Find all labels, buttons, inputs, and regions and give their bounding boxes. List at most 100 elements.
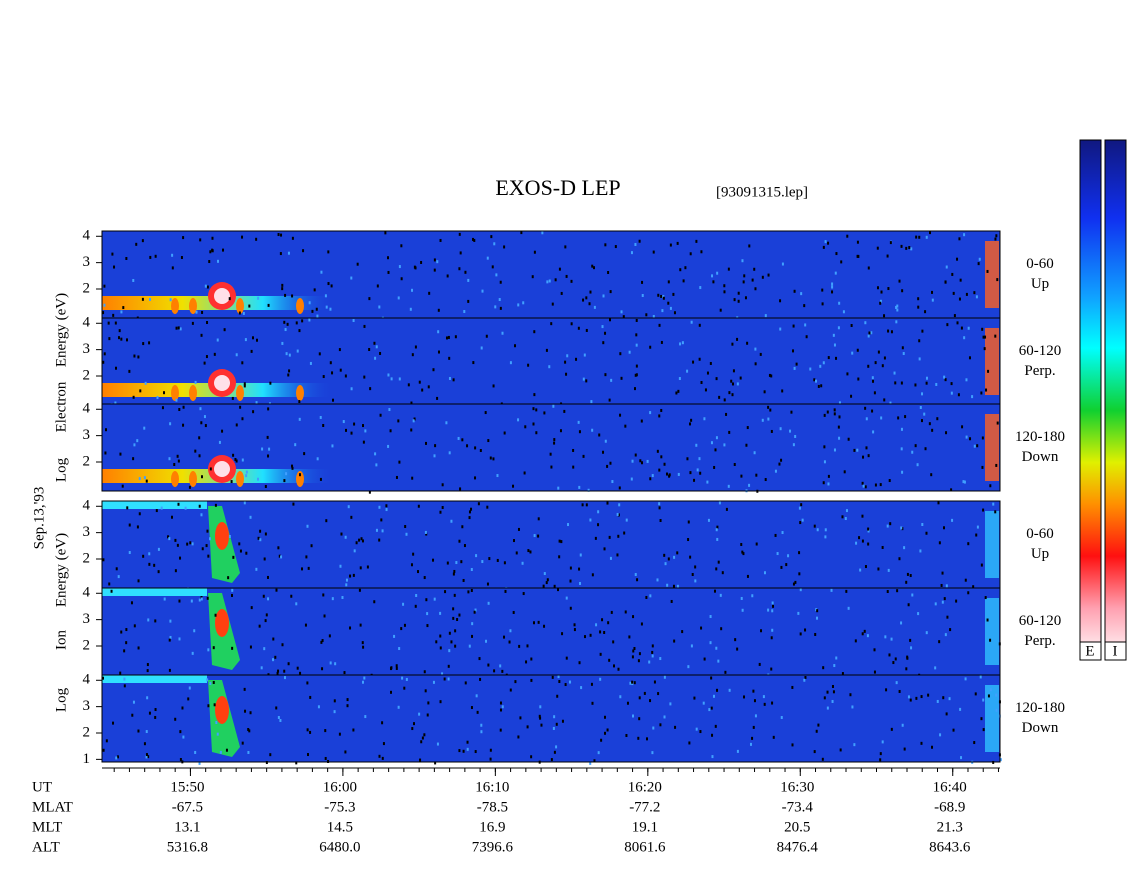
noise xyxy=(873,648,876,652)
noise xyxy=(142,554,145,558)
y-tick-label: 4 xyxy=(83,672,91,688)
noise xyxy=(397,419,400,423)
noise xyxy=(838,415,841,419)
noise xyxy=(850,394,853,398)
noise xyxy=(470,706,473,710)
noise xyxy=(617,667,620,671)
noise xyxy=(319,477,322,481)
noise xyxy=(375,463,378,467)
noise xyxy=(928,422,931,426)
noise xyxy=(989,484,992,488)
noise xyxy=(785,563,788,567)
y-tick-label: 3 xyxy=(83,611,91,627)
noise xyxy=(719,308,722,312)
feature xyxy=(236,471,244,487)
noise xyxy=(353,422,356,426)
noise xyxy=(989,638,992,642)
noise xyxy=(579,553,582,557)
noise xyxy=(112,313,115,317)
noise xyxy=(148,341,151,345)
noise xyxy=(956,257,959,261)
noise xyxy=(327,759,330,763)
noise xyxy=(597,510,600,514)
noise xyxy=(867,529,870,533)
noise xyxy=(753,451,756,455)
noise xyxy=(387,373,390,377)
noise xyxy=(761,418,764,422)
noise xyxy=(976,525,979,529)
noise xyxy=(834,271,837,275)
noise xyxy=(410,563,413,567)
noise xyxy=(689,471,692,475)
noise xyxy=(277,669,280,673)
noise xyxy=(708,708,711,712)
noise xyxy=(448,631,451,635)
noise xyxy=(190,599,193,603)
noise xyxy=(662,295,665,299)
noise xyxy=(859,568,862,572)
noise xyxy=(695,239,698,243)
noise xyxy=(182,423,185,427)
noise xyxy=(278,554,281,558)
noise xyxy=(448,376,451,380)
ephemeris-value: -73.4 xyxy=(782,799,814,815)
noise xyxy=(328,634,331,638)
noise xyxy=(499,708,502,712)
noise xyxy=(543,572,546,576)
noise xyxy=(149,297,152,301)
feature xyxy=(236,298,244,314)
noise xyxy=(897,416,900,420)
noise xyxy=(194,449,197,453)
y-tick-label: 2 xyxy=(83,367,91,383)
noise xyxy=(838,301,841,305)
noise xyxy=(205,355,208,359)
noise xyxy=(551,302,554,306)
noise xyxy=(838,436,841,440)
noise xyxy=(298,329,301,333)
noise xyxy=(764,314,767,318)
noise xyxy=(144,381,147,385)
noise xyxy=(474,750,477,754)
noise xyxy=(269,381,272,385)
noise xyxy=(880,290,883,294)
noise xyxy=(853,448,856,452)
noise xyxy=(919,549,922,553)
noise xyxy=(748,244,751,248)
x-tick-label: 16:00 xyxy=(323,779,357,795)
noise xyxy=(629,681,632,685)
noise xyxy=(975,533,978,537)
noise xyxy=(287,373,290,377)
noise xyxy=(530,678,533,682)
noise xyxy=(257,536,260,540)
noise xyxy=(350,431,353,435)
noise xyxy=(962,480,965,484)
noise xyxy=(179,327,182,331)
feature xyxy=(296,471,304,487)
noise xyxy=(557,675,560,679)
noise xyxy=(794,434,797,438)
noise xyxy=(591,264,594,268)
noise xyxy=(111,252,114,256)
noise xyxy=(105,739,108,743)
noise xyxy=(352,319,355,323)
noise xyxy=(350,276,353,280)
noise xyxy=(125,628,128,632)
ephemeris-value: 16.9 xyxy=(479,819,505,835)
noise xyxy=(341,596,344,600)
noise xyxy=(437,308,440,312)
noise xyxy=(910,646,913,650)
noise xyxy=(565,372,568,376)
noise xyxy=(284,293,287,297)
noise xyxy=(901,470,904,474)
noise xyxy=(827,474,830,478)
noise xyxy=(762,695,765,699)
noise xyxy=(329,661,332,665)
noise xyxy=(148,552,151,556)
noise xyxy=(986,269,989,273)
noise xyxy=(553,584,556,588)
noise xyxy=(331,371,334,375)
noise xyxy=(592,266,595,270)
noise xyxy=(345,578,348,582)
noise xyxy=(359,566,362,570)
noise xyxy=(623,531,626,535)
